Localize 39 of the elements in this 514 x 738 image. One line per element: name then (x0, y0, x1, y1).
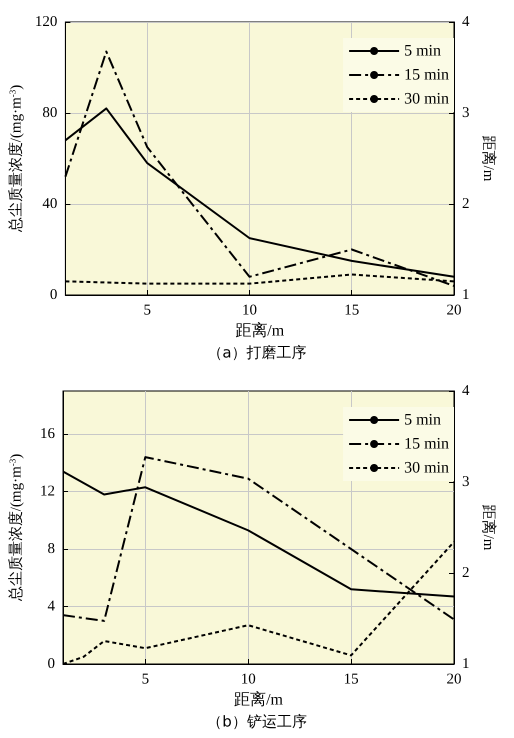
legend-label: 30 min (404, 460, 449, 476)
legend-label: 15 min (404, 66, 449, 84)
y2-tick-label: 2 (462, 565, 470, 581)
y-tick-label: 16 (40, 426, 56, 442)
legend-label: 5 min (404, 412, 441, 428)
y-tick-label: 4 (48, 598, 56, 615)
text: （a）打磨工序 (207, 344, 307, 362)
y2-tick-label: 1 (462, 656, 470, 672)
y-tick-label: 12 (40, 484, 55, 500)
legend-label: 15 min (404, 436, 449, 452)
y2-tick-label: 4 (462, 14, 470, 30)
x-axis-title: 距离/m (235, 322, 285, 340)
y2-tick-label: 2 (462, 196, 470, 212)
legend-label: 30 min (404, 90, 449, 108)
x-tick-label: 10 (240, 672, 256, 688)
y2-axis-title: 距离/m (480, 136, 497, 182)
y-tick-label: 0 (50, 287, 58, 303)
x-axis-title: 距离/m (234, 690, 284, 708)
y2-tick-label: 1 (462, 287, 470, 303)
x-tick-label: 5 (143, 302, 151, 318)
text: （b）铲运工序 (207, 712, 307, 730)
y2-tick-label: 3 (462, 105, 470, 121)
legend-label: 5 min (404, 42, 441, 60)
y-tick-label: 8 (48, 541, 55, 558)
x-tick-label: 20 (446, 302, 462, 318)
x-tick-label: 15 (344, 302, 360, 318)
y-axis-title: 总尘质量浓度/(mg·m-3) (8, 84, 24, 234)
x-tick-label: 10 (242, 302, 257, 318)
y2-tick-label: 3 (462, 474, 470, 490)
y-tick-label: 120 (34, 14, 58, 30)
x-tick-label: 15 (344, 672, 359, 688)
y-tick-label: 80 (42, 105, 58, 121)
x-tick-label: 20 (446, 672, 462, 688)
y-tick-label: 40 (42, 196, 58, 212)
y-axis-title: 总尘质量浓度/(mg·m-3) (8, 454, 24, 602)
y2-axis-title: 距离/m (480, 504, 497, 551)
x-tick-label: 5 (142, 672, 150, 688)
y2-tick-label: 4 (462, 383, 470, 399)
y-tick-label: 0 (48, 656, 55, 672)
